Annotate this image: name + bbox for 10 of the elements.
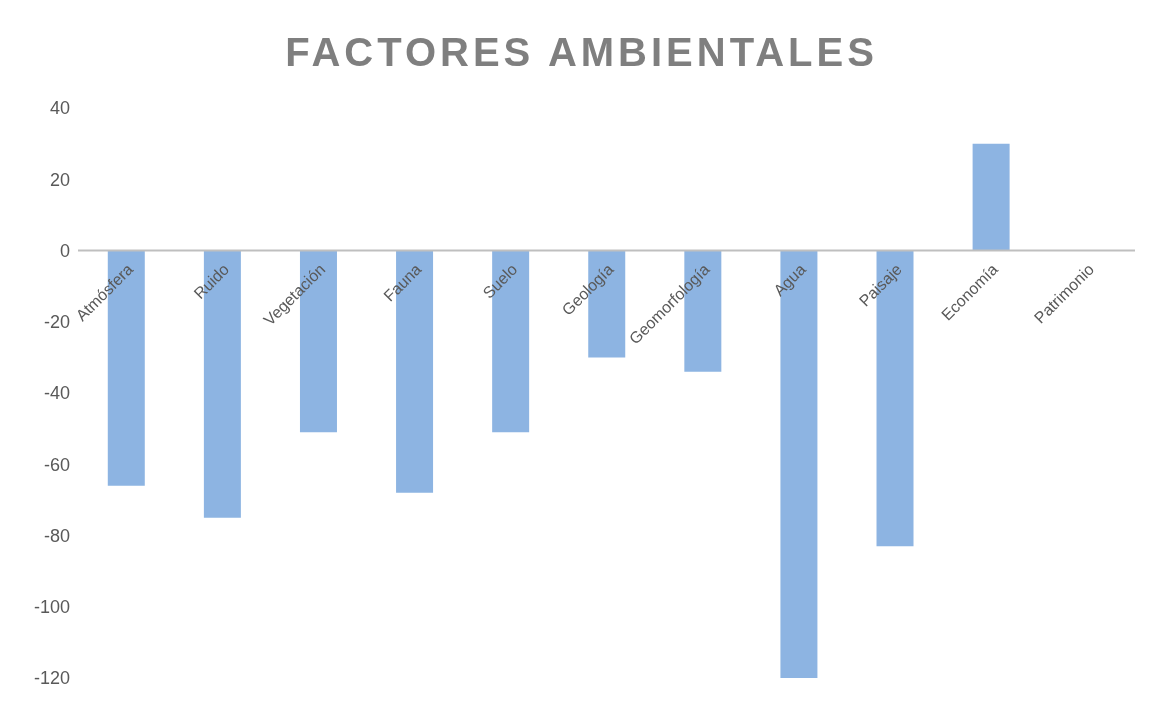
y-tick-label: 20 (49, 169, 70, 190)
y-tick-label: 0 (59, 240, 70, 261)
y-tick-label: -100 (33, 597, 70, 618)
chart-title: FACTORES AMBIENTALES (284, 30, 879, 75)
y-tick-label: -80 (43, 525, 70, 546)
y-tick-label: -40 (43, 383, 70, 404)
y-tick-label: -60 (43, 454, 70, 475)
y-tick-label: -20 (43, 312, 70, 333)
y-tick-label: 40 (49, 98, 70, 119)
y-tick-label: -120 (33, 668, 70, 689)
